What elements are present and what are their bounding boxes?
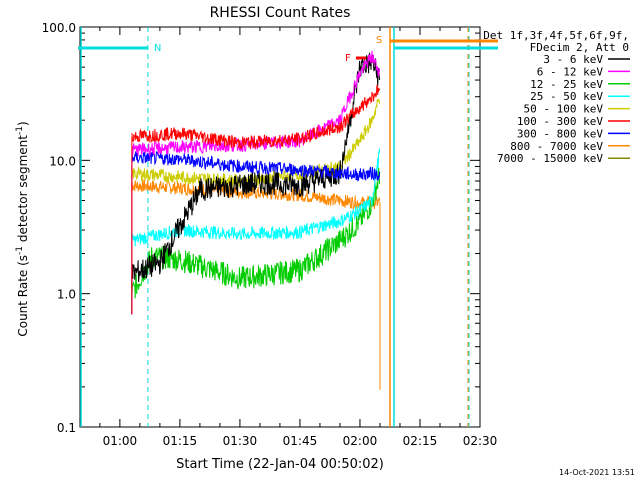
- y-axis-label-sup1: -1: [15, 246, 25, 255]
- x-tick-label: 01:45: [283, 434, 318, 448]
- legend-header-line-1: Det 1f,3f,4f,5f,6f,9f,: [483, 29, 629, 42]
- legend-header-line-2: FDecim 2, Att 0: [530, 41, 629, 54]
- y-axis-label: Count Rate (s-1 detector segment-1): [15, 121, 30, 336]
- y-tick-label: 1.0: [57, 288, 76, 302]
- y-tick-label: 10.0: [49, 154, 76, 168]
- y-axis-label-mid: detector segment: [16, 135, 30, 246]
- y-axis-label-sup2: -1: [15, 126, 25, 135]
- legend: Det 1f,3f,4f,5f,6f,9f, FDecim 2, Att 0 3…: [483, 29, 630, 165]
- flare-label: F: [345, 53, 351, 64]
- x-tick-label: 01:30: [223, 434, 258, 448]
- saa-label: S: [376, 35, 382, 46]
- x-tick-label: 02:15: [403, 434, 438, 448]
- legend-entry-label: 100 - 300 keV: [517, 115, 603, 128]
- y-axis-label-end: ): [16, 121, 30, 126]
- y-tick-label: 100.0: [42, 21, 76, 35]
- night-label: N: [154, 43, 161, 54]
- series-line-100-300keV: [131, 84, 381, 150]
- legend-entry-label: 3 - 6 keV: [543, 53, 603, 66]
- legend-entry-label: 12 - 25 keV: [530, 78, 603, 91]
- series-line-50-100keV: [131, 98, 381, 188]
- tick-labels: 01:00 01:15 01:30 01:45 02:00 02:15 02:30 0.1 1.…: [42, 21, 498, 448]
- legend-entry-label: 25 - 50 keV: [530, 90, 603, 103]
- legend-entry-label: 50 - 100 keV: [524, 103, 604, 116]
- y-axis-label-main: Count Rate (s: [16, 255, 30, 337]
- flag-annotations: N S F: [78, 27, 498, 427]
- series-line-300-800keV: [131, 151, 381, 182]
- legend-entry-label: 6 - 12 keV: [537, 65, 604, 78]
- legend-entry-label: 300 - 800 keV: [517, 127, 603, 140]
- footer-timestamp: 14-Oct-2021 13:51: [559, 468, 635, 477]
- series-line-800-7000keV: [131, 178, 381, 210]
- legend-entry-label: 7000 - 15000 keV: [497, 152, 603, 165]
- chart-title: RHESSI Count Rates: [210, 5, 351, 21]
- series-line-25-50keV: [131, 148, 381, 247]
- y-tick-label: 0.1: [57, 421, 76, 435]
- legend-entry-label: 800 - 7000 keV: [510, 140, 603, 153]
- x-tick-label: 02:30: [463, 434, 498, 448]
- x-tick-label: 01:00: [103, 434, 138, 448]
- x-axis-label: Start Time (22-Jan-04 00:50:02): [176, 457, 384, 472]
- x-tick-label: 02:00: [343, 434, 378, 448]
- x-tick-label: 01:15: [163, 434, 198, 448]
- series-line-12-25keV: [131, 167, 381, 299]
- data-series: [131, 50, 381, 390]
